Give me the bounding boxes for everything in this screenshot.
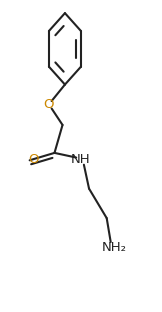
Text: O: O (43, 98, 53, 111)
Text: NH₂: NH₂ (102, 241, 127, 254)
Text: NH: NH (71, 153, 91, 166)
Text: O: O (28, 153, 39, 166)
